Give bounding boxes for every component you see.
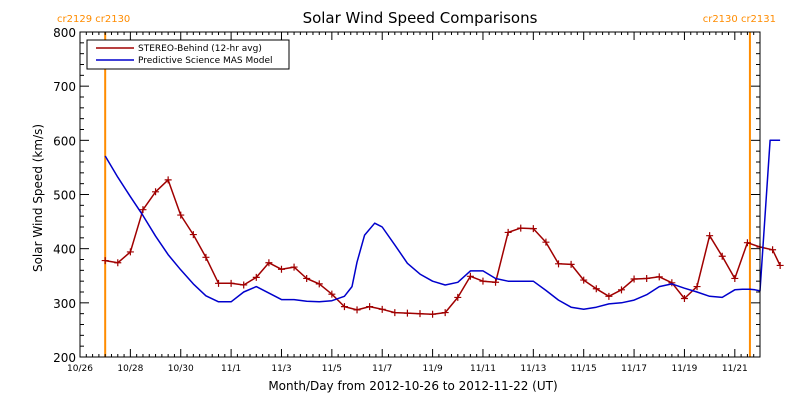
chart-title: Solar Wind Speed Comparisons [303, 9, 538, 27]
data-point [177, 211, 185, 219]
data-point [252, 273, 260, 281]
y-tick-label: 500 [53, 189, 76, 203]
data-point [706, 232, 714, 240]
y-tick-label: 600 [53, 134, 76, 148]
data-point [328, 290, 336, 298]
x-tick-label: 10/30 [168, 364, 194, 374]
x-tick-label: 11/5 [322, 364, 342, 374]
data-point [340, 303, 348, 311]
x-tick-label: 11/19 [671, 364, 697, 374]
data-point [403, 309, 411, 317]
series-line-stereo [105, 179, 781, 315]
data-point [240, 281, 248, 289]
x-tick-label: 11/21 [722, 364, 748, 374]
data-point [277, 265, 285, 273]
rotation-label: cr2129 cr2130 [57, 14, 130, 25]
data-point [492, 278, 500, 286]
data-point [378, 305, 386, 313]
data-point [731, 274, 739, 282]
y-tick-label: 800 [53, 26, 76, 40]
legend-box [86, 39, 290, 70]
data-point [542, 238, 550, 246]
x-tick-label: 10/26 [67, 364, 93, 374]
data-point [693, 283, 701, 291]
data-point [617, 286, 625, 294]
data-point [139, 206, 147, 214]
data-point [265, 259, 273, 267]
data-point [776, 261, 784, 269]
y-axis-label: Solar Wind Speed (km/s) [31, 124, 45, 272]
series-layer [101, 139, 784, 318]
legend: STEREO-Behind (12-hr avg) Predictive Sci… [86, 39, 290, 70]
data-point [643, 274, 651, 282]
data-point [567, 260, 575, 268]
data-point [353, 306, 361, 314]
series-line-model [104, 139, 781, 311]
data-point [680, 295, 688, 302]
data-point [630, 275, 638, 283]
data-point [227, 279, 235, 287]
data-point [454, 293, 462, 301]
y-tick-label: 200 [53, 351, 76, 365]
data-point [580, 276, 588, 284]
x-tick-label: 11/15 [571, 364, 597, 374]
data-point [315, 280, 323, 288]
y-axis: 200 300 400 500 600 700 800 [53, 26, 760, 365]
data-point [504, 228, 512, 236]
x-tick-label: 11/9 [422, 364, 442, 374]
y-tick-label: 400 [53, 243, 76, 257]
data-point [366, 303, 374, 311]
data-point [202, 253, 210, 261]
data-point [215, 279, 223, 287]
data-point [743, 239, 751, 247]
x-tick-label: 11/17 [621, 364, 647, 374]
data-point [391, 309, 399, 317]
data-point [152, 188, 160, 196]
y-tick-label: 700 [53, 80, 76, 94]
plot-frame [79, 31, 761, 358]
data-point [668, 279, 676, 287]
rotation-boundaries: cr2129 cr2130 cr2130 cr2131 [57, 14, 776, 357]
data-point [655, 273, 663, 281]
data-point [718, 252, 726, 260]
rotation-label: cr2130 cr2131 [703, 14, 776, 25]
legend-label-stereo: STEREO-Behind (12-hr avg) [138, 44, 262, 54]
data-point [290, 263, 298, 271]
data-point [769, 246, 777, 254]
y-tick-label: 300 [53, 297, 76, 311]
data-point [479, 277, 487, 285]
data-point [114, 259, 122, 267]
x-tick-label: 11/1 [221, 364, 241, 374]
data-point [555, 260, 563, 268]
data-point [164, 176, 172, 184]
x-tick-label: 11/7 [372, 364, 392, 374]
x-axis: 10/26 10/28 10/30 11/1 11/3 11/5 11/7 11/9 11/11… [67, 32, 761, 374]
data-point [126, 248, 134, 256]
data-point [189, 231, 197, 239]
x-tick-label: 10/28 [117, 364, 143, 374]
data-point [416, 310, 424, 318]
data-point [592, 285, 600, 293]
x-tick-label: 11/3 [271, 364, 291, 374]
data-point [441, 309, 449, 317]
x-tick-label: 11/13 [520, 364, 546, 374]
data-point [429, 310, 437, 318]
data-point [517, 224, 525, 232]
data-point [101, 257, 109, 265]
x-tick-label: 11/11 [470, 364, 496, 374]
data-point [303, 274, 311, 282]
legend-label-model: Predictive Science MAS Model [138, 56, 273, 66]
data-point [529, 225, 537, 233]
data-point [466, 272, 474, 280]
data-point [605, 292, 613, 300]
x-axis-label: Month/Day from 2012-10-26 to 2012-11-22 … [268, 379, 557, 393]
